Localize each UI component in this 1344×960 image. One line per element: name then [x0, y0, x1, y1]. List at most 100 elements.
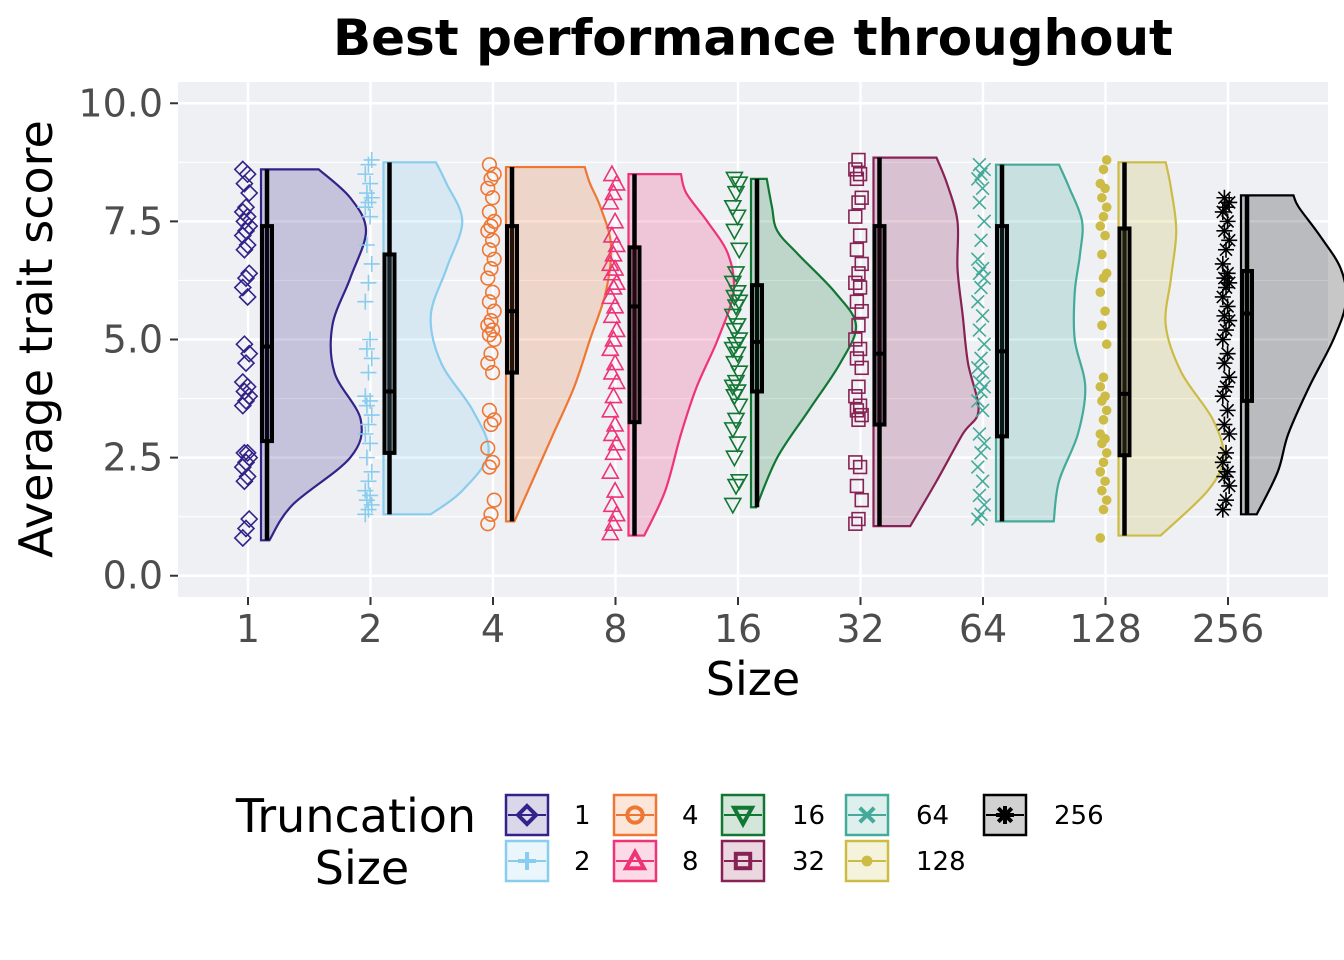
- point-diamond: [233, 372, 252, 392]
- point-triangle: [604, 244, 623, 262]
- point-asterisk: [1219, 402, 1236, 419]
- legend-item-1: 1: [504, 793, 591, 837]
- point-diamond: [233, 202, 252, 222]
- point-circle: [486, 492, 502, 508]
- point-x: [972, 488, 987, 503]
- point-plus: [360, 473, 377, 490]
- point-plus: [358, 449, 375, 466]
- point-triangle: [622, 847, 648, 871]
- point-circle: [481, 294, 498, 310]
- legend-title-line-1: Truncation: [235, 789, 476, 843]
- point-diamond: [236, 391, 256, 411]
- point-x: [975, 403, 990, 418]
- point-triangle: [605, 296, 625, 314]
- legend-label-1: 1: [574, 801, 591, 831]
- point-diamond: [235, 443, 254, 463]
- point-triangle: [607, 273, 627, 291]
- density-cloud-128: [1117, 161, 1225, 537]
- point-x: [977, 436, 992, 451]
- point-dot: [1098, 372, 1109, 383]
- point-plus: [357, 293, 374, 310]
- point-plus: [358, 185, 375, 202]
- point-x: [974, 507, 988, 522]
- point-asterisk: [1218, 444, 1234, 461]
- x-tick-label: 16: [714, 607, 762, 651]
- density-clouds: [259, 156, 1344, 542]
- point-circle: [480, 180, 496, 196]
- point-diamond: [238, 207, 257, 226]
- point-x: [972, 427, 987, 441]
- legend-title-line-2: Size: [315, 841, 409, 895]
- point-triangle-down: [730, 805, 756, 829]
- point-triangle: [607, 173, 627, 191]
- point-plus: [358, 340, 375, 357]
- raw-points: [233, 151, 1238, 548]
- x-tick-label: 2: [358, 607, 382, 651]
- point-square: [854, 190, 869, 205]
- legend-item-4: 4: [612, 793, 699, 837]
- point-diamond: [238, 443, 257, 463]
- point-dot: [861, 855, 873, 867]
- point-dot: [1098, 504, 1109, 515]
- point-triangle-down: [723, 497, 743, 515]
- point-dot: [1100, 391, 1110, 401]
- point-triangle: [604, 183, 623, 201]
- point-asterisk: [1216, 189, 1233, 206]
- point-circle: [483, 313, 499, 329]
- x-tick-label: 4: [481, 607, 505, 651]
- point-triangle: [604, 386, 623, 404]
- point-asterisk: [1219, 345, 1236, 362]
- point-plus: [360, 416, 377, 433]
- point-square: [849, 403, 865, 418]
- point-diamond: [235, 240, 254, 259]
- point-triangle-down: [728, 285, 747, 302]
- point-square: [852, 398, 868, 413]
- density-cloud-4: [504, 165, 613, 523]
- point-circle: [483, 506, 499, 522]
- point-circle: [481, 204, 498, 220]
- point-triangle-down: [729, 398, 749, 416]
- point-triangle-down: [729, 242, 749, 260]
- point-x: [975, 261, 990, 276]
- density-cloud-2: [382, 161, 490, 516]
- point-square: [852, 341, 868, 357]
- point-triangle-down: [726, 412, 746, 430]
- point-diamond: [236, 221, 256, 240]
- legend-item-256: 256: [982, 793, 1104, 837]
- point-triangle: [605, 211, 625, 229]
- point-triangle: [604, 514, 623, 531]
- density-cloud-32: [872, 156, 980, 528]
- point-square: [849, 171, 865, 187]
- box-32: [872, 224, 887, 427]
- point-x: [972, 375, 987, 389]
- y-axis-title: Average trait score: [9, 120, 63, 558]
- point-square: [848, 209, 863, 224]
- point-x: [977, 497, 992, 512]
- point-triangle: [602, 362, 622, 380]
- point-dot: [1098, 415, 1109, 425]
- point-asterisk: [1214, 388, 1231, 405]
- point-triangle-down: [729, 365, 749, 383]
- point-dot: [1100, 306, 1110, 316]
- point-square: [848, 332, 863, 347]
- point-plus: [357, 425, 374, 442]
- point-triangle-down: [728, 318, 747, 335]
- point-asterisk: [1216, 355, 1233, 372]
- point-plus: [357, 388, 374, 405]
- point-dot: [1097, 320, 1107, 331]
- point-plus: [360, 364, 377, 381]
- point-diamond: [235, 472, 254, 491]
- point-diamond: [240, 509, 259, 529]
- point-x: [972, 195, 987, 210]
- point-dot: [1095, 533, 1106, 543]
- point-x: [977, 214, 992, 229]
- point-dot: [1101, 268, 1112, 279]
- y-tick-label: 7.5: [103, 199, 163, 243]
- point-triangle: [605, 481, 625, 498]
- density-cloud-16: [749, 177, 858, 509]
- y-tick-label: 5.0: [103, 318, 163, 362]
- point-square: [849, 242, 865, 257]
- point-asterisk: [1216, 270, 1233, 287]
- point-x: [970, 460, 985, 475]
